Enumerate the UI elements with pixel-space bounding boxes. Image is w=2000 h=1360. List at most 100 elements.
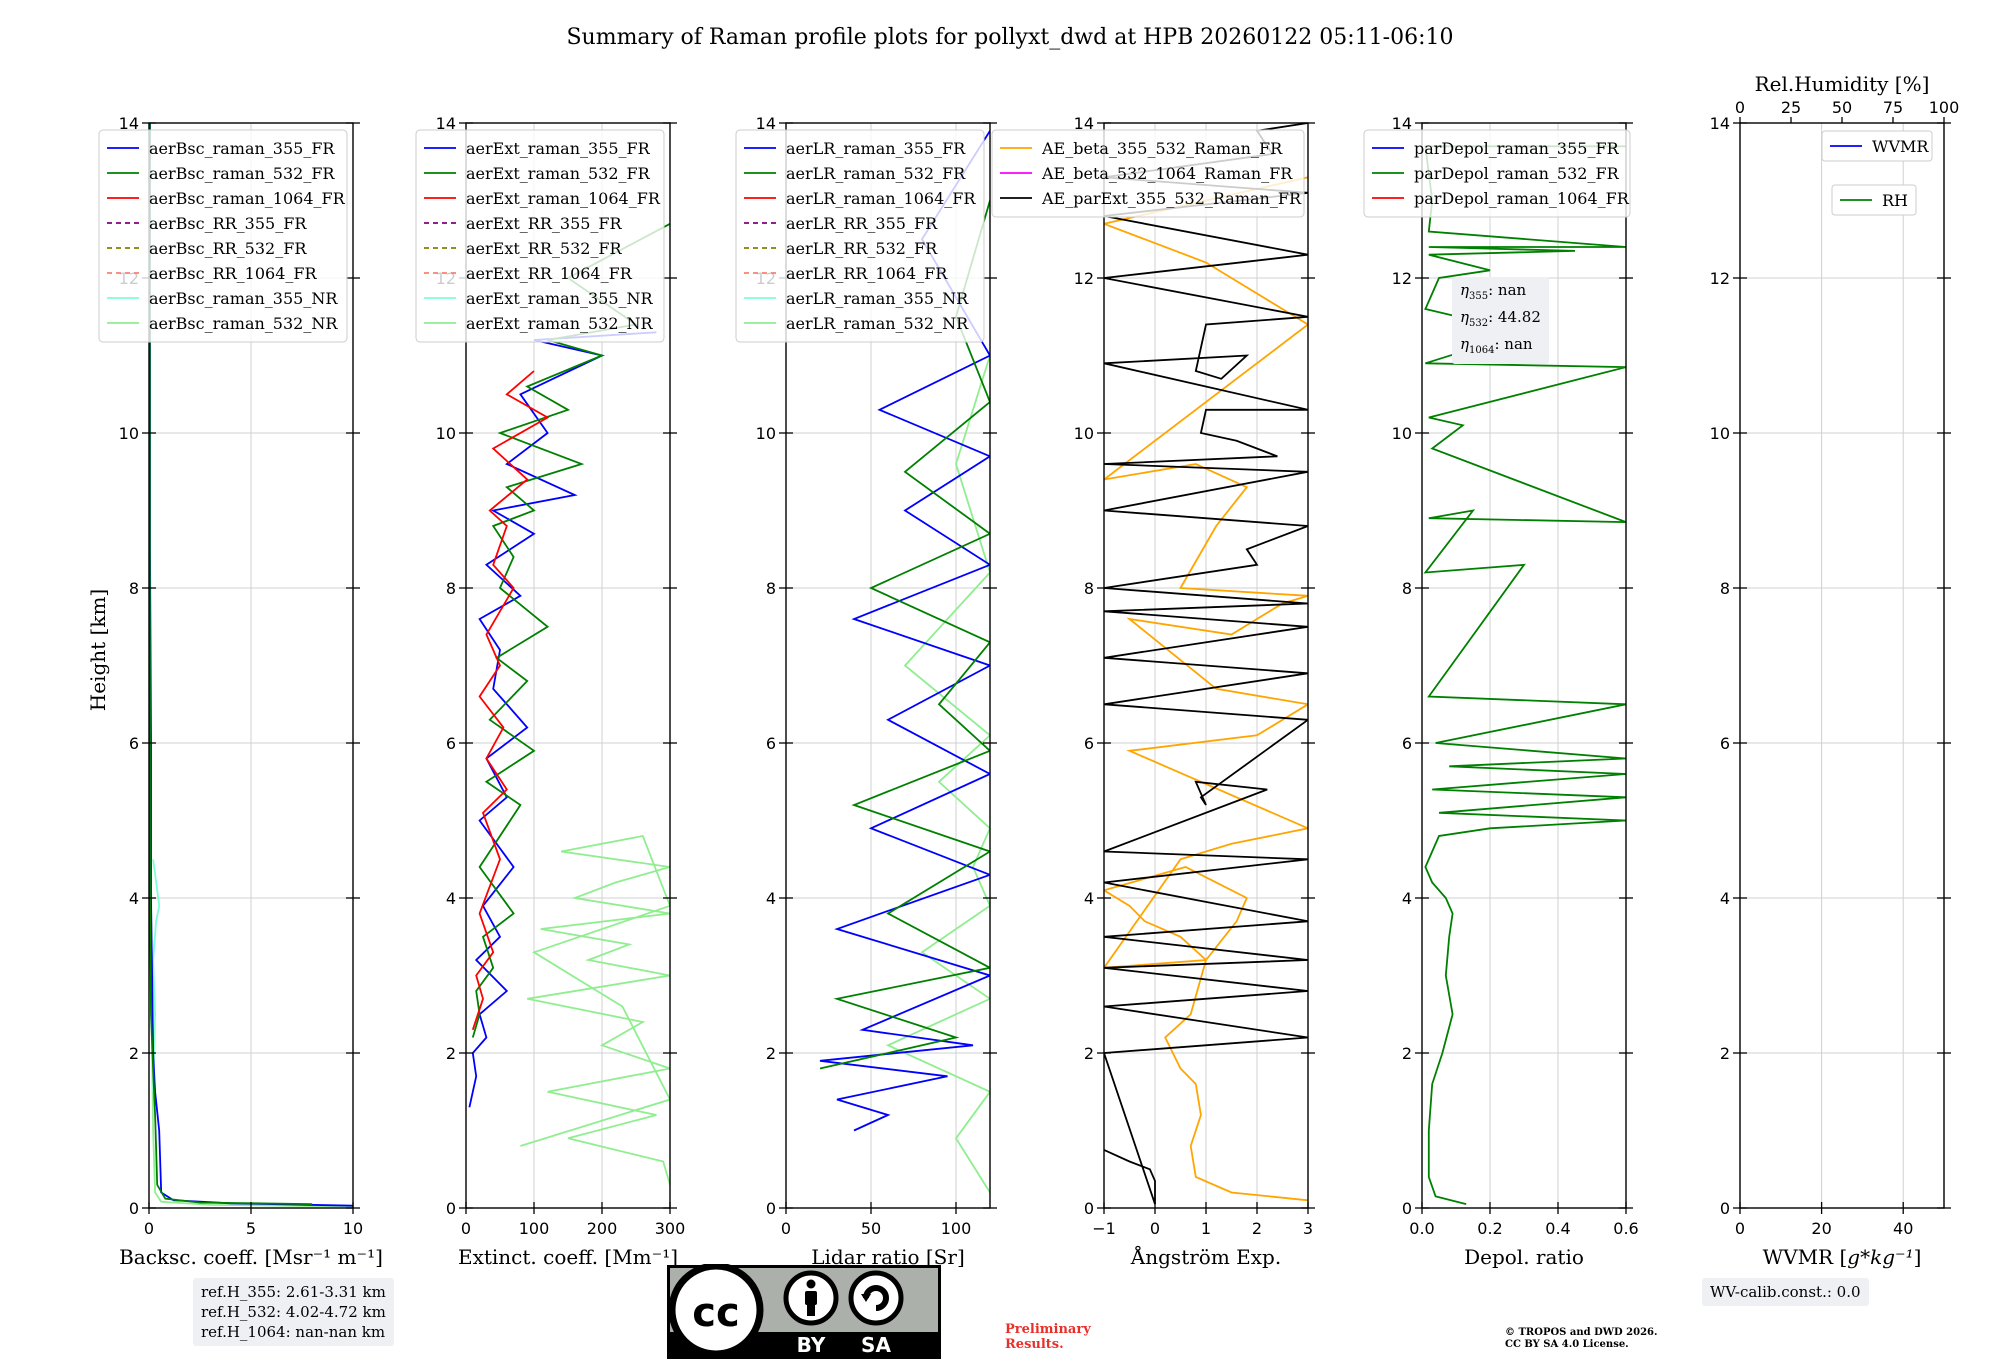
legend-label-parDepol_raman_532_FR: parDepol_raman_532_FR (1414, 164, 1620, 183)
y-axis-label: Height [km] (86, 589, 110, 711)
y-tick-label: 2 (766, 1044, 776, 1063)
legend-label-aerLR_raman_355_FR: aerLR_raman_355_FR (786, 139, 966, 158)
top-x-tick-label: 0 (1735, 98, 1745, 117)
legend-label-aerLR_raman_532_NR: aerLR_raman_532_NR (786, 314, 969, 333)
legend-label-aerBsc_raman_532_NR: aerBsc_raman_532_NR (149, 314, 338, 333)
y-tick-label: 4 (446, 889, 456, 908)
eta-1064: η1064: nan (1460, 335, 1533, 356)
y-tick-label: 8 (1402, 579, 1412, 598)
y-tick-label: 2 (129, 1044, 139, 1063)
axes-frame (1739, 122, 1945, 1209)
cc-by-label: BY (797, 1333, 826, 1357)
y-tick-label: 2 (1084, 1044, 1094, 1063)
legend-label-aerBsc_raman_532_FR: aerBsc_raman_532_FR (149, 164, 335, 183)
y-tick-label: 12 (1074, 269, 1094, 288)
x-tick-label: 0 (461, 1219, 471, 1238)
legend-label-aerExt_RR_355_FR: aerExt_RR_355_FR (466, 214, 623, 233)
x-axis-label: Extinct. coeff. [Mm⁻¹] (458, 1245, 678, 1269)
y-tick-label: 6 (129, 734, 139, 753)
legend-label-aerBsc_RR_1064_FR: aerBsc_RR_1064_FR (149, 264, 318, 283)
legend-label-aerLR_raman_355_NR: aerLR_raman_355_NR (786, 289, 969, 308)
x-axis-label: Backsc. coeff. [Msr⁻¹ m⁻¹] (119, 1245, 383, 1269)
y-tick-label: 2 (1720, 1044, 1730, 1063)
y-tick-label: 14 (119, 114, 139, 133)
top-x-axis-label: Rel.Humidity [%] (1755, 72, 1930, 96)
legend-label-aerLR_raman_532_FR: aerLR_raman_532_FR (786, 164, 966, 183)
legend-label-AE_parExt_355_532_Raman_FR: AE_parExt_355_532_Raman_FR (1041, 189, 1302, 208)
figure-title: Summary of Raman profile plots for polly… (566, 25, 1453, 50)
series-aerExt_raman_355_FR (468, 331, 657, 1108)
legend-label-aerExt_RR_1064_FR: aerExt_RR_1064_FR (466, 264, 633, 283)
top-x-tick-label: 50 (1832, 98, 1852, 117)
depol-eta-box: η355: nan η532: 44.82 η1064: nan (1452, 277, 1549, 364)
y-tick-label: 10 (1710, 424, 1730, 443)
series-aerBsc_raman_532_NR (150, 897, 353, 1208)
y-tick-label: 6 (1720, 734, 1730, 753)
top-x-tick-label: 100 (1929, 98, 1960, 117)
y-tick-label: 0 (1084, 1199, 1094, 1218)
series-aerExt_raman_1064_FR (471, 370, 550, 1031)
x-tick-label: 2 (1252, 1219, 1262, 1238)
axes-frame (465, 122, 671, 1209)
y-tick-label: 0 (1720, 1199, 1730, 1218)
x-tick-label: 300 (655, 1219, 686, 1238)
y-tick-label: 4 (129, 889, 139, 908)
y-tick-label: 12 (1710, 269, 1730, 288)
y-tick-label: 4 (1084, 889, 1094, 908)
y-tick-label: 0 (766, 1199, 776, 1218)
legend-box (98, 129, 348, 343)
legend-label-aerExt_raman_355_FR: aerExt_raman_355_FR (466, 139, 651, 158)
x-tick-label: 10 (343, 1219, 363, 1238)
x-tick-label: 0.4 (1545, 1219, 1570, 1238)
x-tick-label: 0 (1150, 1219, 1160, 1238)
preliminary-note: Preliminary Results. (1005, 1322, 1091, 1352)
y-tick-label: 0 (129, 1199, 139, 1218)
y-tick-label: 4 (1720, 889, 1730, 908)
y-tick-label: 6 (1402, 734, 1412, 753)
eta-532: η532: 44.82 (1460, 308, 1541, 329)
legend-box (991, 129, 1305, 218)
x-axis-label: Ångström Exp. (1130, 1244, 1281, 1269)
y-tick-label: 8 (1084, 579, 1094, 598)
x-tick-label: 100 (941, 1219, 972, 1238)
legend-label-aerLR_raman_1064_FR: aerLR_raman_1064_FR (786, 189, 976, 208)
wv-calib-box: WV-calib.const.: 0.0 (1702, 1278, 1869, 1306)
legend-box (1831, 184, 1917, 216)
cc-by-sa-logo: cc BY SA (667, 1264, 941, 1359)
top-x-tick-label: 75 (1883, 98, 1903, 117)
copyright-note: © TROPOS and DWD 2026. CC BY SA 4.0 Lice… (1505, 1327, 1658, 1350)
series-parDepol_raman_532_FR (1423, 145, 1626, 1205)
axes-frame (1421, 122, 1627, 1209)
legend-label-parDepol_raman_1064_FR: parDepol_raman_1064_FR (1414, 189, 1630, 208)
y-tick-label: 8 (766, 579, 776, 598)
y-tick-label: 0 (446, 1199, 456, 1218)
x-tick-label: 100 (519, 1219, 550, 1238)
legend-label-aerBsc_RR_532_FR: aerBsc_RR_532_FR (149, 239, 307, 258)
y-tick-label: 14 (756, 114, 776, 133)
ref-height-box: ref.H_355: 2.61-3.31 km ref.H_532: 4.02-… (193, 1278, 394, 1346)
legend-label-aerBsc_RR_355_FR: aerBsc_RR_355_FR (149, 214, 307, 233)
x-tick-label: 0 (781, 1219, 791, 1238)
x-tick-label: 0.6 (1613, 1219, 1638, 1238)
legend-label-aerExt_raman_355_NR: aerExt_raman_355_NR (466, 289, 654, 308)
y-tick-label: 10 (1074, 424, 1094, 443)
y-tick-label: 8 (1720, 579, 1730, 598)
y-tick-label: 10 (119, 424, 139, 443)
series-aerExt_raman_532_FR (471, 223, 670, 1038)
ref-height-355: ref.H_355: 2.61-3.31 km (201, 1283, 386, 1301)
cc-sa-label: SA (861, 1333, 891, 1357)
series-aerLR_raman_532_NR (885, 355, 990, 1193)
x-tick-label: 0 (1735, 1219, 1745, 1238)
legend-label-aerExt_raman_1064_FR: aerExt_raman_1064_FR (466, 189, 661, 208)
series-aerBsc_raman_532_FR (149, 123, 313, 1205)
y-tick-label: 4 (766, 889, 776, 908)
x-tick-label: 50 (861, 1219, 881, 1238)
legend-label-parDepol_raman_355_FR: parDepol_raman_355_FR (1414, 139, 1620, 158)
y-tick-label: 8 (129, 579, 139, 598)
y-tick-label: 6 (1084, 734, 1094, 753)
legend-box (1821, 130, 1933, 162)
y-tick-label: 14 (1074, 114, 1094, 133)
ref-height-532: ref.H_532: 4.02-4.72 km (201, 1303, 386, 1321)
x-tick-label: 3 (1303, 1219, 1313, 1238)
